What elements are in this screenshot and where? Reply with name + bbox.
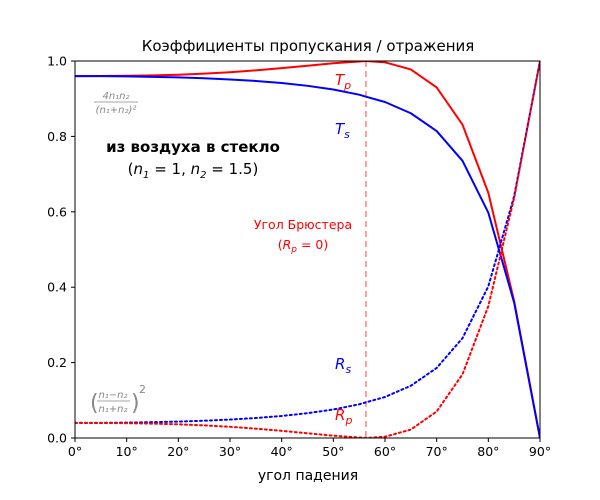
label-Ts: Ts [335,120,350,141]
svg-text:4n₁n₂: 4n₁n₂ [102,91,129,102]
x-tick-label: 80° [477,444,499,459]
svg-text:(n₁+n₂)²: (n₁+n₂)² [96,105,137,116]
y-tick-label: 0.6 [47,204,67,219]
x-tick-label: 90° [529,444,551,459]
formula-transmission: 4n₁n₂ (n₁+n₂)² [94,91,138,116]
svg-text:(: ( [90,391,99,416]
label-Rp: Rp [335,406,352,427]
x-tick-label: 0° [68,444,82,459]
y-tick-label: 1.0 [47,54,67,69]
headline-annotation: из воздуха в стекло [106,138,280,156]
x-axis-label: угол падения [258,468,358,484]
y-tick-label: 0.8 [47,129,67,144]
y-tick-label: 0.0 [47,431,67,446]
media-annotation: (n1 = 1, n2 = 1.5) [128,160,259,181]
x-tick-label: 30° [219,444,241,459]
svg-text:): ) [131,391,140,416]
series-line-rp [75,61,540,438]
series-line-ts [75,75,540,438]
x-tick-label: 70° [426,444,448,459]
label-Tp: Tp [335,71,351,92]
svg-text:2: 2 [139,383,146,396]
x-tick-label: 10° [116,444,138,459]
svg-text:n₁−n₂: n₁−n₂ [98,390,127,401]
brewster-annotation: Угол Брюстера [254,217,352,232]
brewster-condition: (Rp = 0) [278,237,329,255]
plot-frame [74,60,541,439]
y-axis: 0.0 0.2 0.4 0.6 0.8 1.0 [47,54,75,446]
y-tick-label: 0.4 [47,280,67,295]
y-tick-label: 0.2 [47,355,67,370]
formula-reflection: ( n₁−n₂ n₁+n₂ ) 2 [90,383,146,416]
chart-title: Коэффициенты пропускания / отражения [142,37,475,55]
series-line-rs [75,61,540,424]
svg-text:n₁+n₂: n₁+n₂ [98,404,127,415]
label-Rs: Rs [335,355,351,376]
series-line-tp [75,61,540,438]
x-tick-label: 40° [271,444,293,459]
x-axis: 0° 10° 20° 30° 40° 50° 60° 70° 80° 90° [68,438,551,459]
x-tick-label: 60° [374,444,396,459]
x-tick-label: 20° [167,444,189,459]
x-tick-label: 50° [322,444,344,459]
